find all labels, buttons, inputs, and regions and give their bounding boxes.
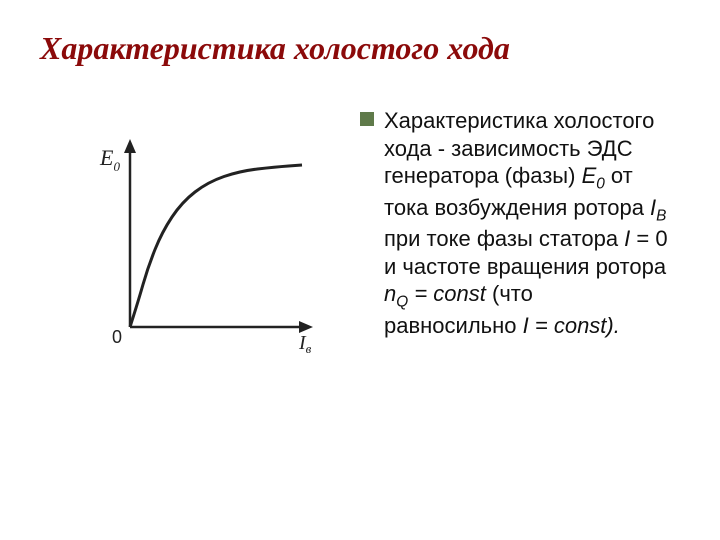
description-text: Характеристика холостого хода - зависимо… <box>384 107 670 339</box>
x-axis-label: Iв <box>298 332 312 356</box>
slide-title: Характеристика холостого хода <box>40 30 680 67</box>
origin-label: 0 <box>112 327 122 347</box>
bullet-item: Характеристика холостого хода - зависимо… <box>360 107 670 339</box>
y-axis-label: E0 <box>99 145 120 174</box>
description-block: Характеристика холостого хода - зависимо… <box>360 107 680 339</box>
no-load-curve-chart: E0 Iв 0 <box>90 127 330 367</box>
chart-container: E0 Iв 0 <box>80 117 340 377</box>
saturation-curve <box>130 165 302 327</box>
y-axis <box>124 139 136 327</box>
content-row: E0 Iв 0 Характеристика холостого хода - … <box>40 107 680 377</box>
square-bullet-icon <box>360 112 374 126</box>
x-axis <box>130 321 313 333</box>
slide: Характеристика холостого хода E0 Iв <box>0 0 720 540</box>
